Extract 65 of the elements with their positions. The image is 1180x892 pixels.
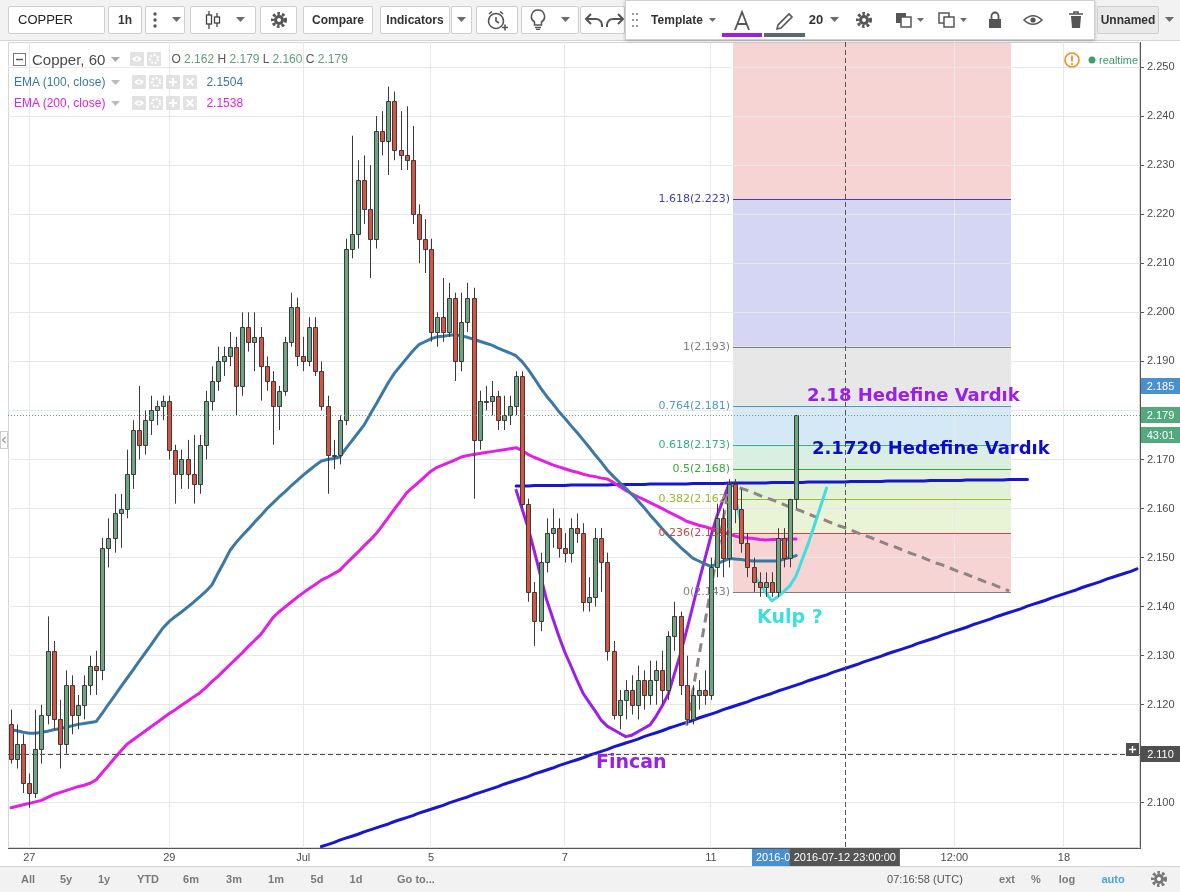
annotation: realtime xyxy=(1099,53,1139,68)
symbol-field: COPPER xyxy=(8,6,105,34)
ref-line-label: 0.618(2.173) xyxy=(658,438,731,452)
text: 6m xyxy=(182,872,200,887)
annotation: Kulp ? xyxy=(757,604,823,627)
y-tick-label: 2.100 xyxy=(1147,795,1175,808)
text: 3m xyxy=(225,872,243,887)
text: O 2.162 H 2.179 L 2.160 C 2.179 xyxy=(171,52,348,66)
text: 07:16:58 (UTC) xyxy=(886,872,964,887)
text: Copper, 60 xyxy=(32,50,106,68)
x-tick-label: Jul xyxy=(296,851,311,864)
annotation: Fincan xyxy=(596,749,667,772)
text: ext xyxy=(998,872,1016,887)
layout-button: Unnamed xyxy=(1097,6,1159,34)
ref-line-label: 2.179 xyxy=(1146,408,1175,421)
text: 5y xyxy=(58,872,74,887)
y-tick-label: 2.170 xyxy=(1147,452,1175,465)
text: 43:01 xyxy=(1146,428,1175,441)
x-tick-label: 12:00 xyxy=(940,851,969,864)
y-tick-label: 2.240 xyxy=(1147,109,1175,122)
annotation: 2.18 Hedefine Vardık xyxy=(807,383,1021,405)
text: YTD xyxy=(136,872,160,887)
x-tick-label: 7 xyxy=(561,851,568,864)
text: 5d xyxy=(309,872,325,887)
ref-line-label: 1.618(2.223) xyxy=(658,192,731,206)
text: 1m xyxy=(267,872,285,887)
x-tick-label: 2016-07-12 23:00:00 xyxy=(793,851,896,864)
x-tick-label: 11 xyxy=(705,851,717,864)
y-tick-label: 2.220 xyxy=(1147,207,1175,220)
interval-button: 1h xyxy=(108,6,142,34)
y-tick-label: 2.160 xyxy=(1147,501,1175,514)
indicators-button: Indicators xyxy=(380,6,450,34)
y-tick-label: 2.190 xyxy=(1147,354,1175,367)
x-tick-label: 18 xyxy=(1057,851,1071,864)
ref-line-label: 2.110 xyxy=(1147,747,1174,760)
ref-line-label: 1(2.193) xyxy=(682,340,731,354)
y-tick-label: 2.150 xyxy=(1147,550,1175,563)
y-tick-label: 2.120 xyxy=(1147,697,1175,710)
y-tick-label: 2.210 xyxy=(1147,256,1175,269)
text: log xyxy=(1057,872,1077,887)
text: Template xyxy=(650,12,704,29)
x-tick-label: 29 xyxy=(163,851,176,864)
x-tick-label: 27 xyxy=(23,851,36,864)
annotation: 2.1538 xyxy=(206,96,244,110)
x-tick-label: 5 xyxy=(427,851,435,864)
compare-button: Compare xyxy=(303,6,373,34)
text: EMA (100, close) xyxy=(14,75,106,89)
annotation: 2.1504 xyxy=(206,75,244,89)
text: 1d xyxy=(348,872,364,887)
y-tick-label: 2.140 xyxy=(1147,599,1175,612)
text: 1y xyxy=(96,872,112,887)
annotation: 2.185 xyxy=(1146,379,1175,392)
text: Go to... xyxy=(396,872,436,887)
text: auto xyxy=(1100,872,1126,887)
text: 2016-0 xyxy=(756,851,791,864)
y-tick-label: 2.250 xyxy=(1147,60,1175,73)
y-tick-label: 2.130 xyxy=(1147,648,1175,661)
text: EMA (200, close) xyxy=(14,96,106,110)
text: All xyxy=(19,872,37,887)
ref-line-label: 0.764(2.181) xyxy=(658,399,731,413)
ref-line-label: 0.5(2.168) xyxy=(672,462,731,476)
text: % xyxy=(1030,872,1042,887)
y-tick-label: 2.230 xyxy=(1147,158,1175,171)
text: 20 xyxy=(807,11,825,29)
y-tick-label: 2.200 xyxy=(1147,305,1175,318)
